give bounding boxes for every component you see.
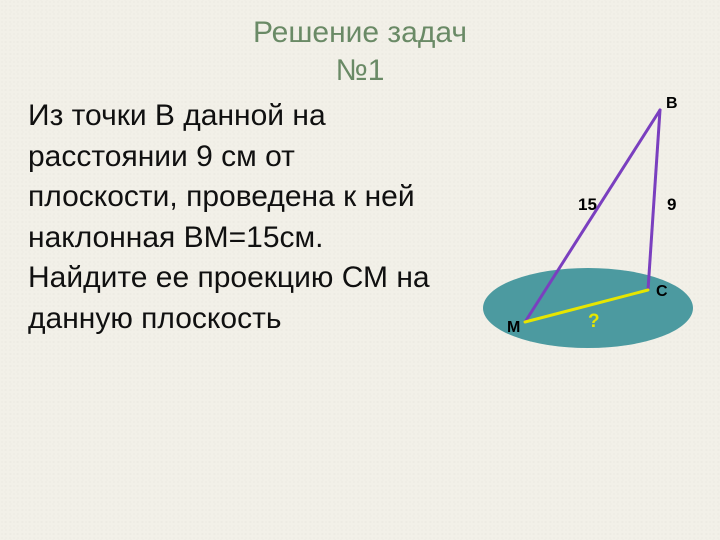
geometry-figure: B C M 15 9?: [470, 90, 710, 370]
plane-ellipse: [483, 268, 693, 348]
problem-number: №1: [0, 54, 720, 88]
point-label-C: C: [656, 283, 668, 300]
problem-text: Из точки В данной на расстоянии 9 см от …: [28, 96, 448, 339]
label-len_BC: 9: [667, 195, 676, 214]
page-title: Решение задач: [0, 16, 720, 50]
point-label-B: B: [666, 95, 678, 112]
point-label-M: M: [507, 319, 520, 336]
figure-svg: B C M 15 9?: [470, 90, 710, 370]
segment-BC: [648, 110, 660, 290]
label-len_BM: 15: [578, 195, 597, 214]
label-len_CM: ?: [588, 311, 600, 332]
